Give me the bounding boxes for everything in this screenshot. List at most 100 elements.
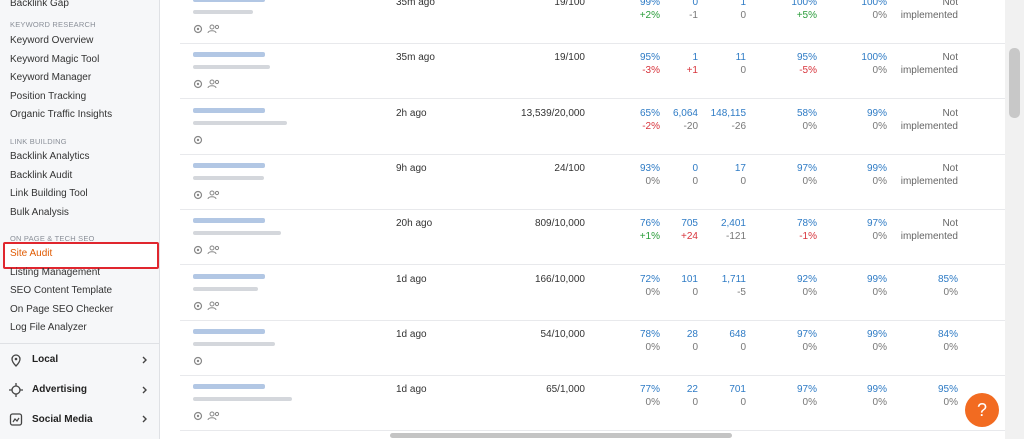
updated-time: 1d ago	[396, 273, 427, 285]
metric-value: 17	[734, 162, 746, 174]
menu-item[interactable]: Backlink Audit	[10, 169, 73, 181]
metric-change: 0%	[802, 286, 817, 298]
updated-time: 9h ago	[396, 162, 427, 174]
metric-value: 1,711	[721, 273, 746, 285]
menu-item[interactable]: Position Tracking	[10, 90, 87, 102]
updated-time: 20h ago	[396, 218, 433, 230]
menu-group[interactable]: Local	[32, 354, 59, 365]
status-text: Not implemented	[900, 162, 958, 187]
metric-change: 0%	[872, 397, 887, 409]
metric-change: +5%	[796, 10, 817, 21]
metric-value: 705	[681, 218, 698, 230]
menu-item[interactable]: On Page SEO Checker	[10, 303, 114, 315]
table-row[interactable]: 2h ago 13,539/20,000 65% -2% 6,064 -20 148,115…	[180, 99, 1005, 155]
menu-item[interactable]: Bulk Analysis	[10, 206, 69, 218]
metric-value: 99%	[639, 0, 660, 8]
group-icons	[9, 354, 23, 426]
table-row[interactable]: 20h ago 809/10,000 76% +1% 705 +24 2,401 -121 78…	[180, 209, 1005, 266]
pages-crawled: 13,539/20,000	[521, 107, 585, 119]
pages-crawled: 65/1,000	[546, 384, 585, 396]
menu-item[interactable]: Keyword Manager	[10, 72, 92, 83]
metric-value: 99%	[866, 273, 887, 285]
metric-value: 84%	[937, 328, 958, 340]
sidebar: Backlink Gap KEYWORD RESEARCH Keyword Over…	[0, 0, 160, 439]
menu-item[interactable]: SEO Content Template	[10, 285, 113, 296]
updated-time: 35m ago	[396, 0, 435, 8]
table-row[interactable]: 35m ago 19/100 95% -3% 1 +1 11 0 95% -5% 100% 0% Not…	[180, 43, 1005, 100]
divider	[0, 343, 159, 344]
metric-change: 0%	[802, 120, 817, 132]
metric-change: 0%	[872, 10, 887, 21]
status-text: Not implemented	[900, 218, 958, 243]
metric-value: 6,064	[672, 107, 698, 119]
metric-value: 100%	[791, 0, 817, 8]
metric-value: 22	[686, 384, 698, 396]
menu-item[interactable]: Log File Analyzer	[10, 322, 87, 333]
metric-value: 648	[729, 328, 746, 340]
menu-item[interactable]: Keyword Magic Tool	[10, 53, 100, 65]
section-heading: KEYWORD RESEARCH	[10, 20, 96, 29]
metric-change: 0%	[943, 286, 958, 298]
metric-value: 85%	[937, 273, 958, 285]
metric-value: 28	[686, 328, 698, 340]
metric-change: 0	[692, 286, 698, 298]
metric-change: 0%	[872, 65, 887, 77]
metric-value: 97%	[796, 384, 817, 396]
horizontal-scrollbar[interactable]	[390, 433, 732, 438]
table-row[interactable]: 1d ago 54/10,000 78% 0% 28 0 648 0 97% 0% 99% 0% 84%…	[180, 320, 1005, 376]
metric-change: 0	[740, 397, 746, 409]
metric-value: 76%	[639, 218, 660, 230]
menu-group[interactable]: Advertising	[32, 384, 88, 395]
table-row[interactable]: 1d ago 166/10,000 72% 0% 101 0 1,711 -5 92% 0% 99%…	[180, 265, 1005, 321]
metric-change: 0%	[802, 397, 817, 409]
metric-value: 92%	[796, 273, 817, 285]
section-heading: LINK BUILDING	[10, 137, 67, 146]
vertical-scrollbar[interactable]	[1005, 0, 1024, 439]
metric-value: 72%	[639, 273, 660, 285]
metric-value: 99%	[866, 328, 887, 340]
metric-value: 0	[692, 162, 698, 174]
metric-value: 97%	[796, 328, 817, 340]
metric-value: 58%	[796, 107, 817, 119]
table-row[interactable]: 9h ago 24/100 93% 0% 0 0 17 0 97% 0% 99% 0% Not impl…	[180, 154, 1005, 210]
metric-change: 0%	[645, 341, 660, 353]
menu-item[interactable]: Organic Traffic Insights	[10, 109, 113, 120]
metric-value: 101	[681, 273, 698, 285]
metric-change: +1%	[639, 231, 660, 243]
menu-item[interactable]: Keyword Overview	[10, 35, 94, 46]
table-row[interactable]: 1d ago 65/1,000 77% 0% 22 0 701 0 97% 0% 99% 0% 95% 0…	[180, 375, 1005, 432]
metric-change: +2%	[639, 10, 660, 21]
table-row[interactable]: 35m ago 19/100 99% +2% 0 -1 1 0 100% +5% 100% 0% Not…	[180, 0, 1005, 44]
pages-crawled: 809/10,000	[534, 218, 585, 230]
metric-value: 78%	[796, 218, 817, 230]
menu-item[interactable]: Backlink Analytics	[10, 151, 90, 162]
metric-value: 11	[735, 52, 746, 64]
menu-item[interactable]: Listing Management	[10, 266, 101, 278]
pages-crawled: 19/100	[554, 52, 585, 64]
metric-change: -1%	[799, 231, 817, 243]
pages-crawled: 54/10,000	[540, 328, 586, 340]
metric-change: -2%	[642, 120, 660, 132]
content: 35m ago 19/100 99% +2% 0 -1 1 0 100% +5% 100% 0% Not…	[160, 0, 1005, 439]
menu-item[interactable]: Backlink Gap	[10, 0, 69, 9]
metric-change: -5	[737, 286, 746, 298]
metric-change: -5%	[799, 65, 817, 77]
help-button[interactable]: ?	[965, 393, 999, 427]
updated-time: 2h ago	[396, 107, 427, 119]
menu-group[interactable]: Social Media	[32, 414, 93, 425]
metric-value: 77%	[639, 384, 660, 396]
metric-value: 99%	[866, 162, 887, 174]
metric-value: 95%	[937, 384, 958, 396]
metric-value: 65%	[639, 107, 660, 119]
metric-value: 1	[692, 52, 698, 64]
updated-time: 35m ago	[396, 52, 435, 64]
section-heading: ON PAGE & TECH SEO	[10, 234, 95, 243]
metric-change: 0%	[943, 341, 958, 353]
status-text: Not implemented	[900, 52, 958, 77]
pages-crawled: 19/100	[554, 0, 585, 8]
active-menu-item[interactable]: Site Audit	[10, 248, 53, 259]
menu-item[interactable]: Link Building Tool	[10, 188, 88, 199]
metric-change: 0%	[802, 341, 817, 353]
metric-change: -26	[731, 120, 746, 132]
